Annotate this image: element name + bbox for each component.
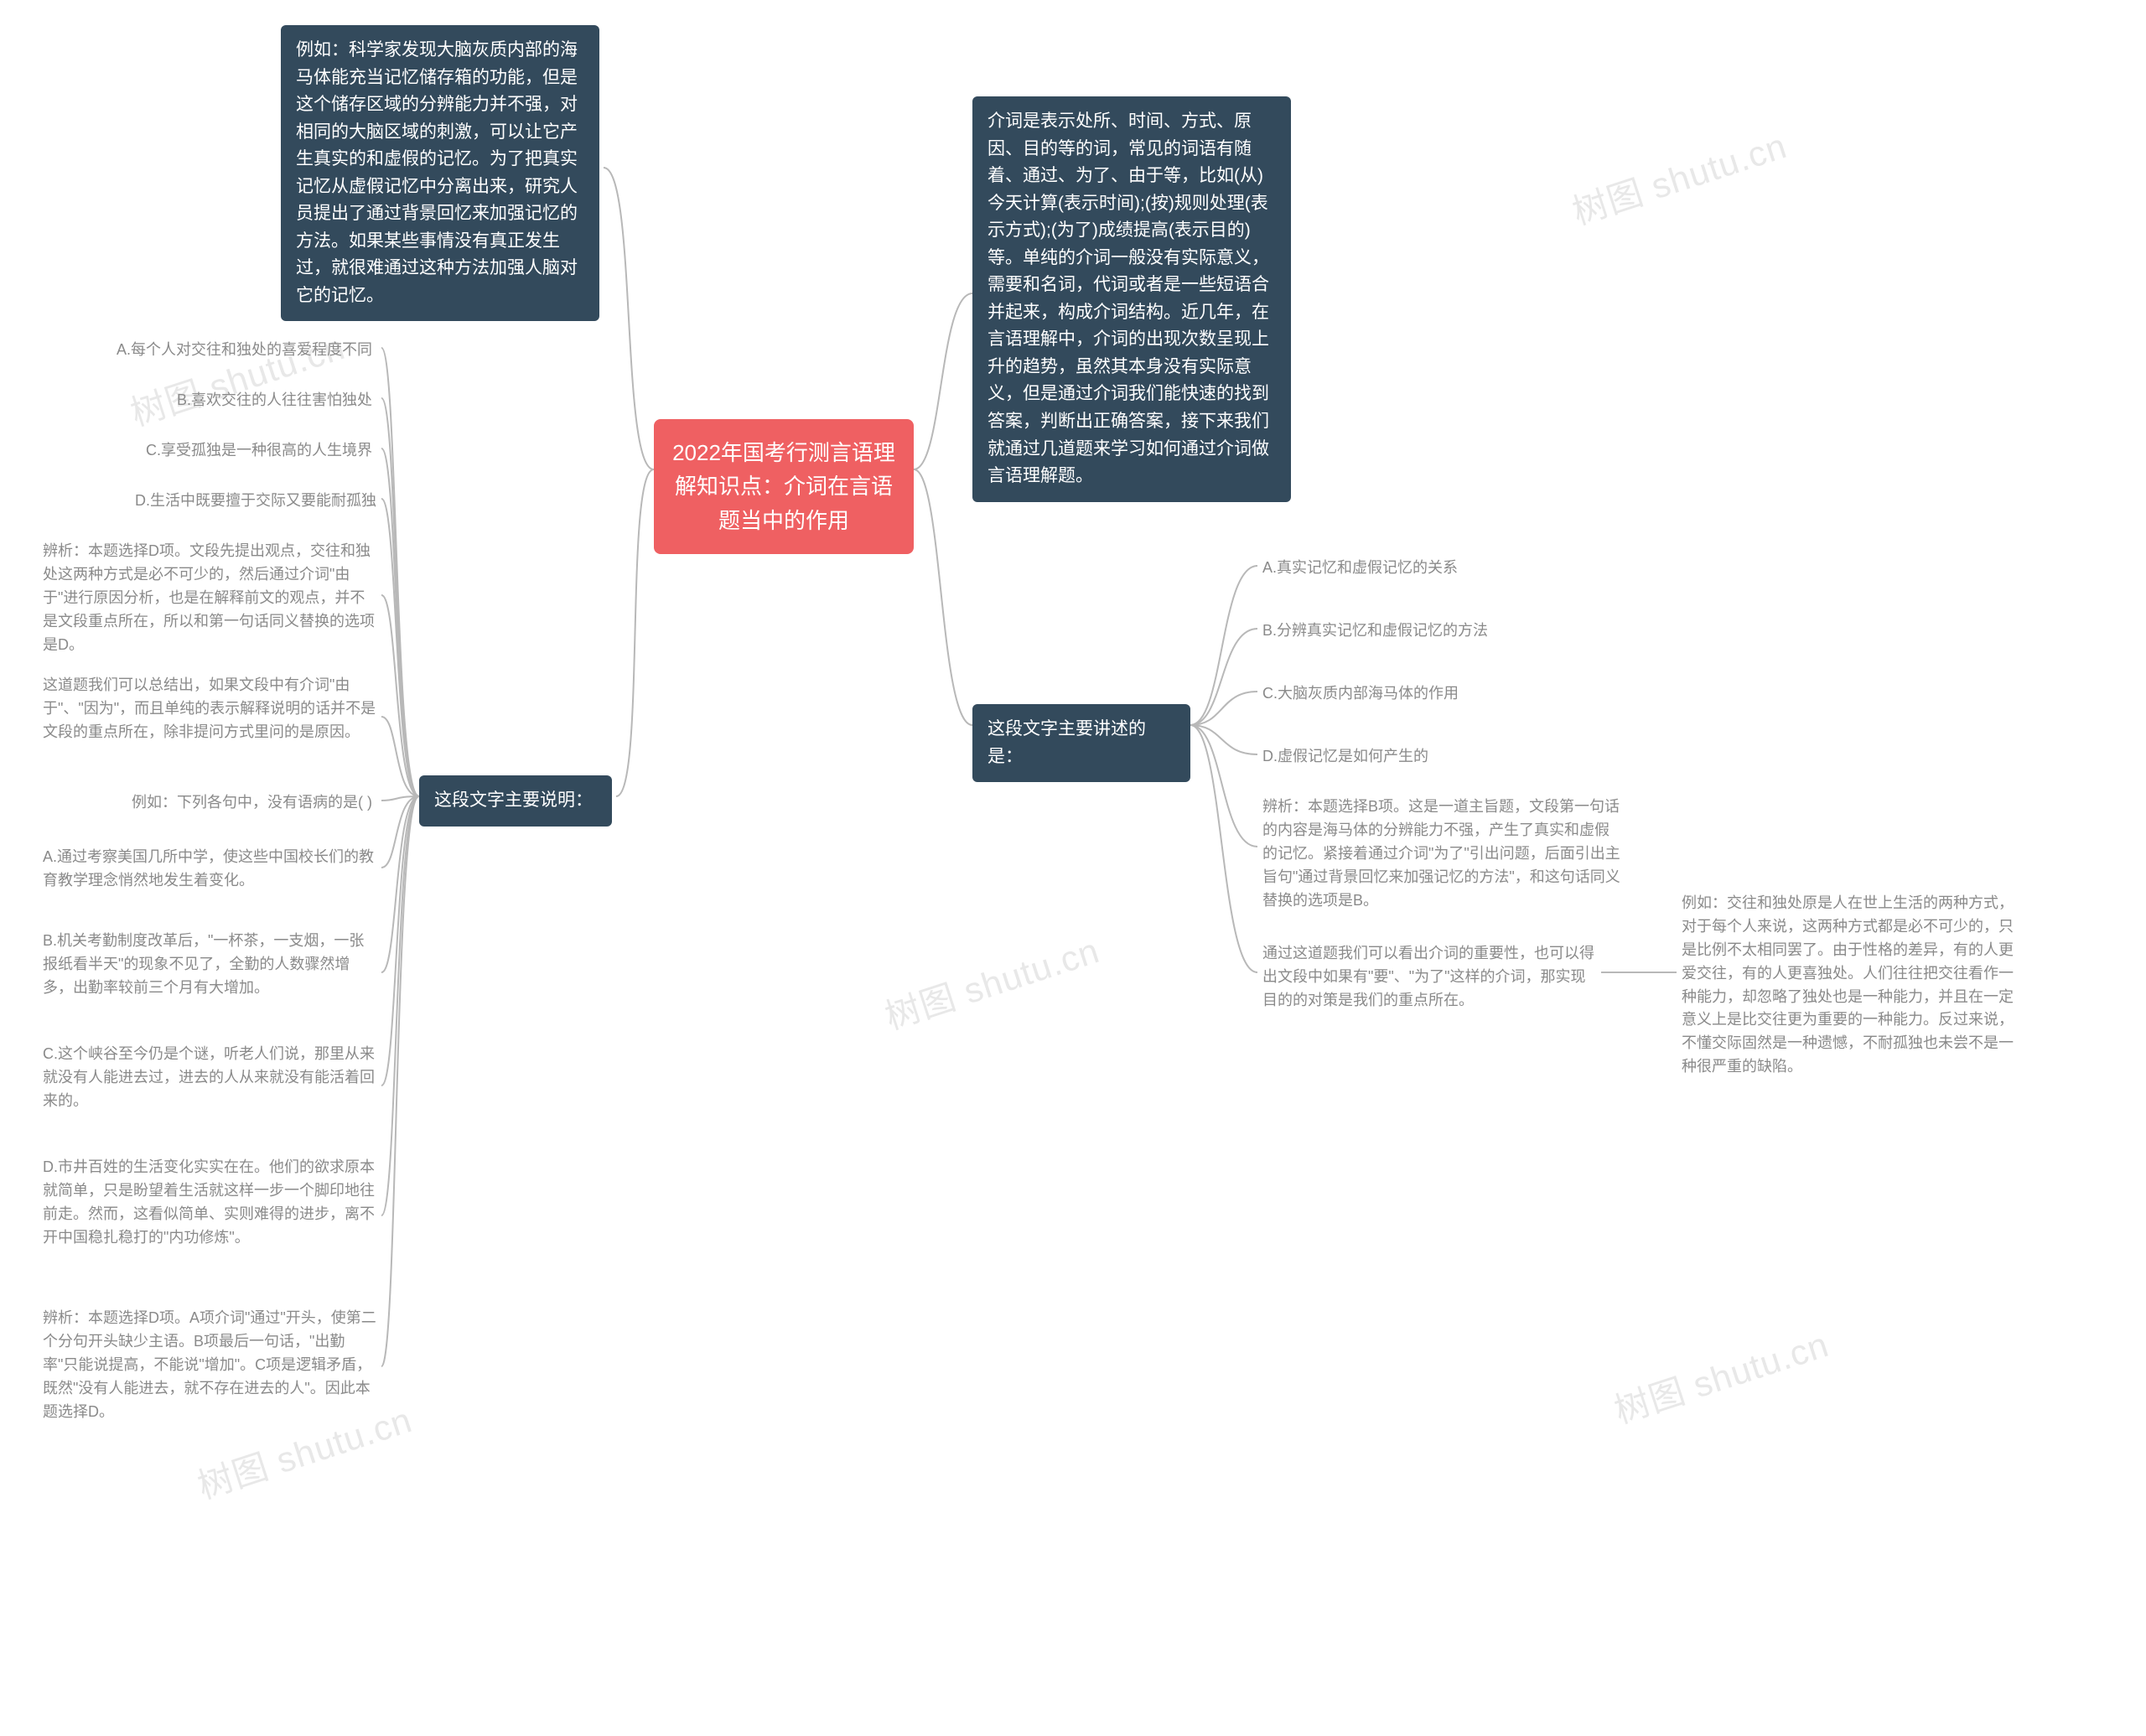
right-question-stem: 这段文字主要讲述的是： xyxy=(972,704,1190,782)
example-prompt: 例如：下列各句中，没有语病的是( ) xyxy=(84,788,377,818)
option-c: C.享受孤独是一种很高的人生境界 xyxy=(92,436,377,466)
q1-option-a: A.真实记忆和虚假记忆的关系 xyxy=(1257,553,1517,583)
option-d2: D.市井百姓的生活变化实实在在。他们的欲求原本就简单，只是盼望着生活就这样一步一… xyxy=(38,1153,381,1253)
option-c2: C.这个峡谷至今仍是个谜，听老人们说，那里从来就没有人能进去过，进去的人从来就没… xyxy=(38,1039,381,1117)
summary-text: 这道题我们可以总结出，如果文段中有介词"由于"、"因为"，而且单纯的表示解释说明… xyxy=(38,671,381,748)
watermark: 树图 shutu.cn xyxy=(1565,117,1792,235)
watermark: 树图 shutu.cn xyxy=(878,922,1105,1039)
analysis-text: 辨析：本题选择D项。文段先提出观点，交往和独处这两种方式是必不可少的，然后通过介… xyxy=(38,536,381,660)
watermark: 树图 shutu.cn xyxy=(1607,1316,1834,1433)
q1-option-b: B.分辨真实记忆和虚假记忆的方法 xyxy=(1257,616,1542,646)
analysis-text-2: 辨析：本题选择D项。A项介词"通过"开头，使第二个分句开头缺少主语。B项最后一句… xyxy=(38,1303,381,1427)
left-example-node: 例如：科学家发现大脑灰质内部的海马体能充当记忆储存箱的功能，但是这个储存区域的分… xyxy=(281,25,599,321)
example2-text: 例如：交往和独处原是人在世上生活的两种方式，对于每个人来说，这两种方式都是必不可… xyxy=(1677,889,2029,1082)
option-a2: A.通过考察美国几所中学，使这些中国校长们的教育教学理念悄然地发生着变化。 xyxy=(38,842,381,896)
q1-option-c: C.大脑灰质内部海马体的作用 xyxy=(1257,679,1526,709)
option-b2: B.机关考勤制度改革后，"一杯茶，一支烟，一张报纸看半天"的现象不见了，全勤的人… xyxy=(38,926,381,1003)
q1-conclusion: 通过这道题我们可以看出介词的重要性，也可以得出文段中如果有"要"、"为了"这样的… xyxy=(1257,939,1601,1016)
left-question-stem: 这段文字主要说明： xyxy=(419,775,612,827)
right-intro-node: 介词是表示处所、时间、方式、原因、目的等的词，常见的词语有随着、通过、为了、由于… xyxy=(972,96,1291,502)
option-b: B.喜欢交往的人往往害怕独处 xyxy=(126,386,377,416)
q1-option-d: D.虚假记忆是如何产生的 xyxy=(1257,742,1492,772)
q1-analysis: 辨析：本题选择B项。这是一道主旨题，文段第一句话的内容是海马体的分辨能力不强，产… xyxy=(1257,792,1626,915)
option-d: D.生活中既要擅于交际又要能耐孤独 xyxy=(71,486,381,516)
root-node: 2022年国考行测言语理解知识点：介词在言语题当中的作用 xyxy=(654,419,914,554)
option-a: A.每个人对交往和独处的喜爱程度不同 xyxy=(50,335,377,365)
